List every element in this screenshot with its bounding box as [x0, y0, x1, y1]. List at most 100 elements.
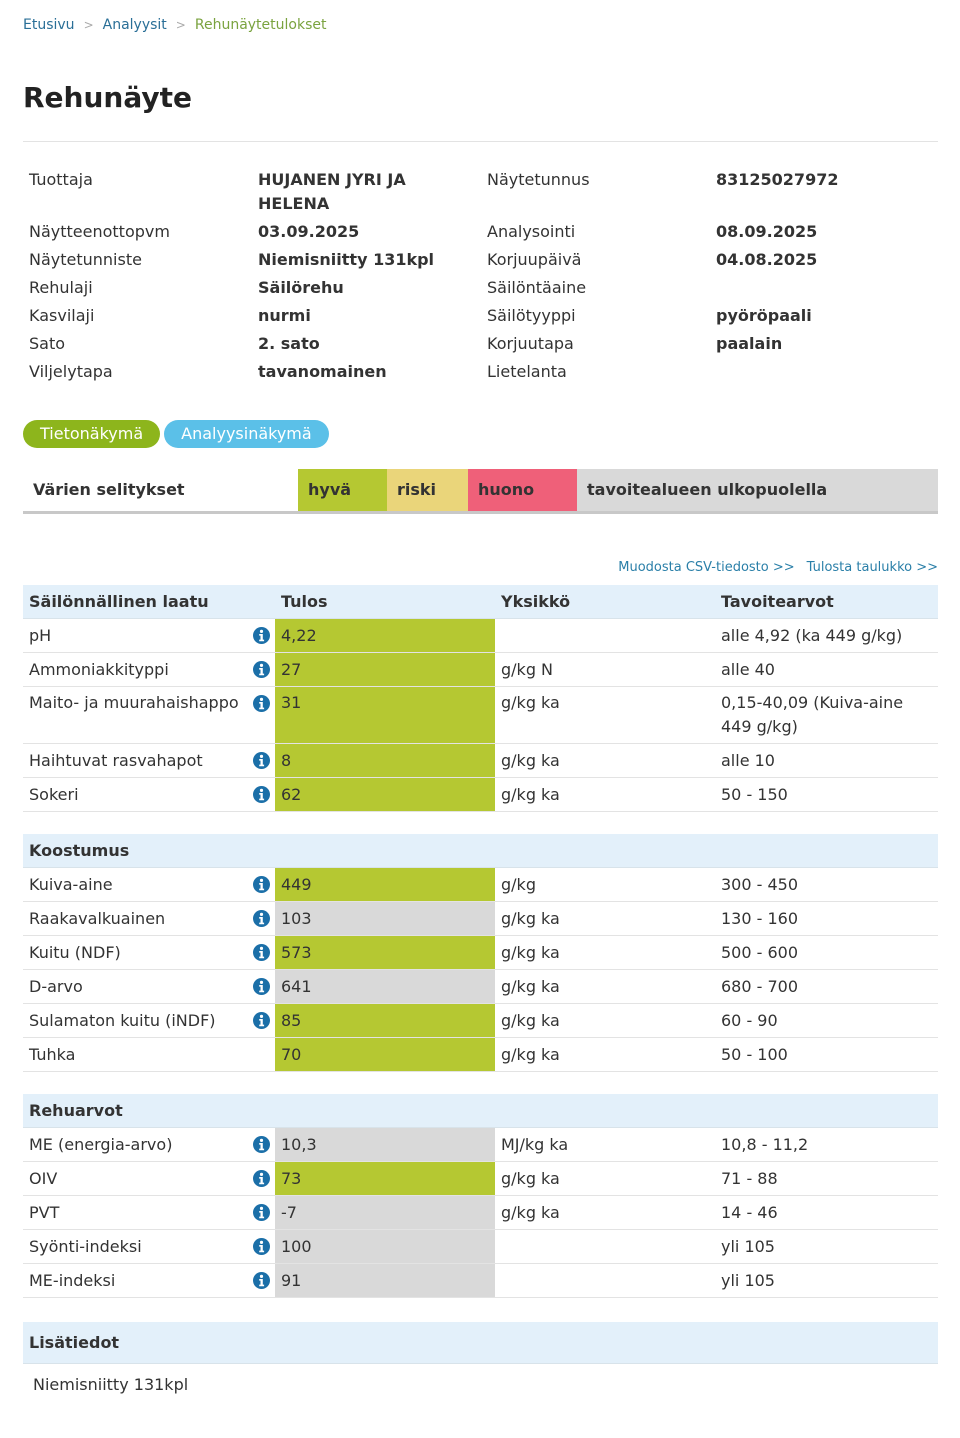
tab[interactable]: Tietonäkymä: [23, 420, 161, 448]
column-header: Tavoitearvot: [715, 585, 938, 619]
result-row: Sokeri 62 g/kg ka 50 - 150: [23, 777, 938, 812]
breadcrumb-item[interactable]: Analyysit: [102, 17, 167, 33]
info-label: Näytetunniste: [29, 250, 142, 269]
results-table: Rehuarvot ME (energia-arvo) 10,3 MJ/kg ka 10…: [23, 1094, 938, 1298]
info-value: nurmi: [258, 306, 311, 325]
section-title: Rehuarvot: [23, 1094, 275, 1128]
unit: g/kg ka: [495, 901, 715, 936]
breadcrumb-separator: >: [83, 18, 94, 32]
info-label: Korjuutapa: [487, 334, 574, 353]
target: yli 105: [715, 1229, 938, 1264]
info-value: 08.09.2025: [716, 222, 818, 241]
unit: g/kg ka: [495, 1037, 715, 1072]
info-icon[interactable]: [253, 1272, 270, 1289]
info-icon[interactable]: [253, 627, 270, 644]
info-value: HUJANEN JYRI JA HELENA: [258, 170, 406, 213]
unit: g/kg ka: [495, 969, 715, 1004]
info-value: Säilörehu: [258, 278, 344, 297]
unit: [495, 1263, 715, 1298]
parameter: Syönti-indeksi: [23, 1229, 275, 1264]
result-row: Syönti-indeksi 100 yli 105: [23, 1229, 938, 1264]
column-header: [715, 1094, 938, 1128]
result: 85: [275, 1003, 495, 1038]
unit: g/kg N: [495, 652, 715, 687]
info-icon[interactable]: [253, 1012, 270, 1029]
info-value: [716, 360, 938, 384]
info-icon[interactable]: [253, 1238, 270, 1255]
result-row: D-arvo 641 g/kg ka 680 - 700: [23, 969, 938, 1004]
unit: g/kg ka: [495, 743, 715, 778]
unit: g/kg ka: [495, 1003, 715, 1038]
unit: g/kg ka: [495, 1161, 715, 1196]
info-icon[interactable]: [253, 944, 270, 961]
link[interactable]: Tulosta taulukko >>: [806, 560, 938, 575]
unit: g/kg ka: [495, 1195, 715, 1230]
legend-item: hyvä: [298, 469, 387, 511]
breadcrumb-item[interactable]: Etusivu: [23, 17, 75, 33]
page-title: Rehunäyte: [23, 81, 938, 142]
parameter: PVT: [23, 1195, 275, 1230]
legend-item: tavoitealueen ulkopuolella: [577, 469, 938, 511]
result-row: Kuitu (NDF) 573 g/kg ka 500 - 600: [23, 935, 938, 970]
result-row: pH 4,22 alle 4,92 (ka 449 g/kg): [23, 618, 938, 653]
info-icon[interactable]: [253, 661, 270, 678]
table-header: Koostumus: [23, 834, 938, 868]
result-row: Tuhka 70 g/kg ka 50 - 100: [23, 1037, 938, 1072]
tab[interactable]: Analyysinäkymä: [164, 420, 329, 448]
parameter: Kuitu (NDF): [23, 935, 275, 970]
result: 100: [275, 1229, 495, 1264]
result: 70: [275, 1037, 495, 1072]
info-label: Säilöntäaine: [487, 278, 587, 297]
info-label: Tuottaja: [29, 170, 93, 189]
info-label: Säilötyyppi: [487, 306, 576, 325]
result-row: OIV 73 g/kg ka 71 - 88: [23, 1161, 938, 1196]
info-label: Kasvilaji: [29, 306, 95, 325]
link[interactable]: Muodosta CSV-tiedosto >>: [618, 560, 795, 575]
results-table: Koostumus Kuiva-aine 449 g/kg 300 - 450 Raaka…: [23, 834, 938, 1072]
parameter: Maito- ja muurahaishappo: [23, 686, 275, 744]
column-header: [275, 1094, 495, 1128]
info-value: 2. sato: [258, 334, 320, 353]
info-icon[interactable]: [253, 1170, 270, 1187]
legend-item: riski: [387, 469, 468, 511]
column-header: [715, 834, 938, 868]
result-row: ME (energia-arvo) 10,3 MJ/kg ka 10,8 - 11,2: [23, 1127, 938, 1162]
target: 680 - 700: [715, 969, 938, 1004]
column-header: [495, 1094, 715, 1128]
result: 103: [275, 901, 495, 936]
result-row: Haihtuvat rasvahapot 8 g/kg ka alle 10: [23, 743, 938, 778]
result: 449: [275, 867, 495, 902]
parameter: Sokeri: [23, 777, 275, 812]
info-icon[interactable]: [253, 1136, 270, 1153]
info-value: Niemisniitty 131kpl: [258, 250, 435, 269]
column-header: Yksikkö: [495, 585, 715, 619]
unit: [495, 1229, 715, 1264]
info-icon[interactable]: [253, 978, 270, 995]
info-label: Lietelanta: [487, 362, 567, 381]
view-tabs: Tietonäkymä Analyysinäkymä: [23, 420, 938, 448]
parameter: Kuiva-aine: [23, 867, 275, 902]
parameter: ME-indeksi: [23, 1263, 275, 1298]
info-icon[interactable]: [253, 910, 270, 927]
info-icon[interactable]: [253, 695, 270, 712]
info-icon[interactable]: [253, 876, 270, 893]
parameter: Tuhka: [23, 1037, 275, 1072]
info-value: 83125027972: [716, 170, 839, 189]
result-row: Raakavalkuainen 103 g/kg ka 130 - 160: [23, 901, 938, 936]
unit: [495, 618, 715, 653]
info-value: pyöröpaali: [716, 306, 812, 325]
extra-text: Niemisniitty 131kpl: [33, 1375, 189, 1394]
target: alle 10: [715, 743, 938, 778]
info-icon[interactable]: [253, 752, 270, 769]
result: 31: [275, 686, 495, 744]
result: 641: [275, 969, 495, 1004]
result-row: Kuiva-aine 449 g/kg 300 - 450: [23, 867, 938, 902]
info-icon[interactable]: [253, 1204, 270, 1221]
info-label: Rehulaji: [29, 278, 93, 297]
info-value: 03.09.2025: [258, 222, 360, 241]
info-label: Viljelytapa: [29, 362, 113, 381]
result-row: Sulamaton kuitu (iNDF) 85 g/kg ka 60 - 90: [23, 1003, 938, 1038]
unit: g/kg ka: [495, 686, 715, 744]
info-icon[interactable]: [253, 786, 270, 803]
